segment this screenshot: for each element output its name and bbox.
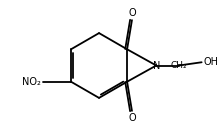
Text: CH₂: CH₂ xyxy=(171,61,187,70)
Text: NO₂: NO₂ xyxy=(22,77,41,87)
Text: OH: OH xyxy=(203,57,218,67)
Text: N: N xyxy=(153,61,160,70)
Text: O: O xyxy=(128,113,136,123)
Text: O: O xyxy=(128,8,136,18)
